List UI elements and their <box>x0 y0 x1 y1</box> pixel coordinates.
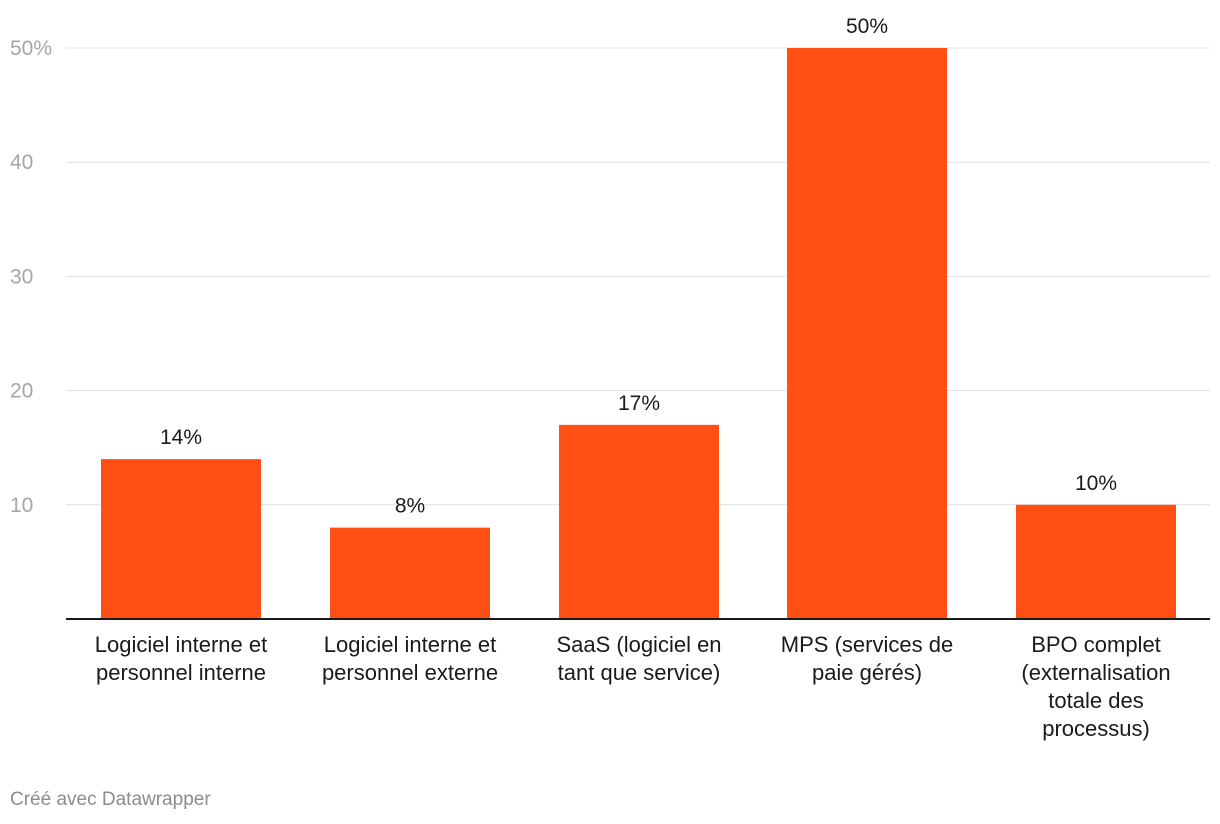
y-tick-label: 40 <box>10 151 33 174</box>
bar <box>101 459 261 619</box>
bar-value-label: 17% <box>618 392 660 415</box>
category-label-line: personnel externe <box>322 660 498 685</box>
y-tick-label: 20 <box>10 380 33 403</box>
category-label: MPS (services de paie gérés) <box>781 632 953 685</box>
bar-value-label: 50% <box>846 15 888 38</box>
category-label-line: SaaS (logiciel en <box>556 632 721 657</box>
bar <box>559 424 719 619</box>
category-label-line: processus) <box>1042 716 1150 741</box>
y-axis-ticks: 10 20 30 40 50% <box>10 37 52 517</box>
bar <box>1016 504 1176 619</box>
category-label-line: totale des <box>1048 688 1143 713</box>
category-label-line: MPS (services de <box>781 632 953 657</box>
category-label-line: personnel interne <box>96 660 266 685</box>
y-tick-label: 10 <box>10 494 33 517</box>
value-labels: 14% 8% 17% 50% 10% <box>160 15 1117 518</box>
category-label-line: Logiciel interne et <box>95 632 267 657</box>
credit-text: Créé avec Datawrapper <box>10 789 211 810</box>
category-label: Logiciel interne et personnel interne <box>95 632 267 685</box>
category-label: SaaS (logiciel en tant que service) <box>556 632 721 685</box>
y-tick-label: 50% <box>10 37 52 60</box>
category-label-line: Logiciel interne et <box>324 632 496 657</box>
category-labels: Logiciel interne et personnel interneLogi… <box>95 632 1171 741</box>
y-tick-label: 30 <box>10 265 33 288</box>
category-label: BPO complet (externalisation totale des pro… <box>1021 632 1170 741</box>
category-label: Logiciel interne et personnel externe <box>322 632 498 685</box>
bars <box>101 48 1176 619</box>
bar <box>330 527 490 619</box>
category-label-line: BPO complet <box>1031 632 1161 657</box>
bar <box>787 48 947 619</box>
bar-value-label: 8% <box>395 495 425 518</box>
category-label-line: (externalisation <box>1021 660 1170 685</box>
bar-value-label: 10% <box>1075 472 1117 495</box>
category-label-line: paie gérés) <box>812 660 922 685</box>
bar-value-label: 14% <box>160 426 202 449</box>
category-label-line: tant que service) <box>558 660 721 685</box>
